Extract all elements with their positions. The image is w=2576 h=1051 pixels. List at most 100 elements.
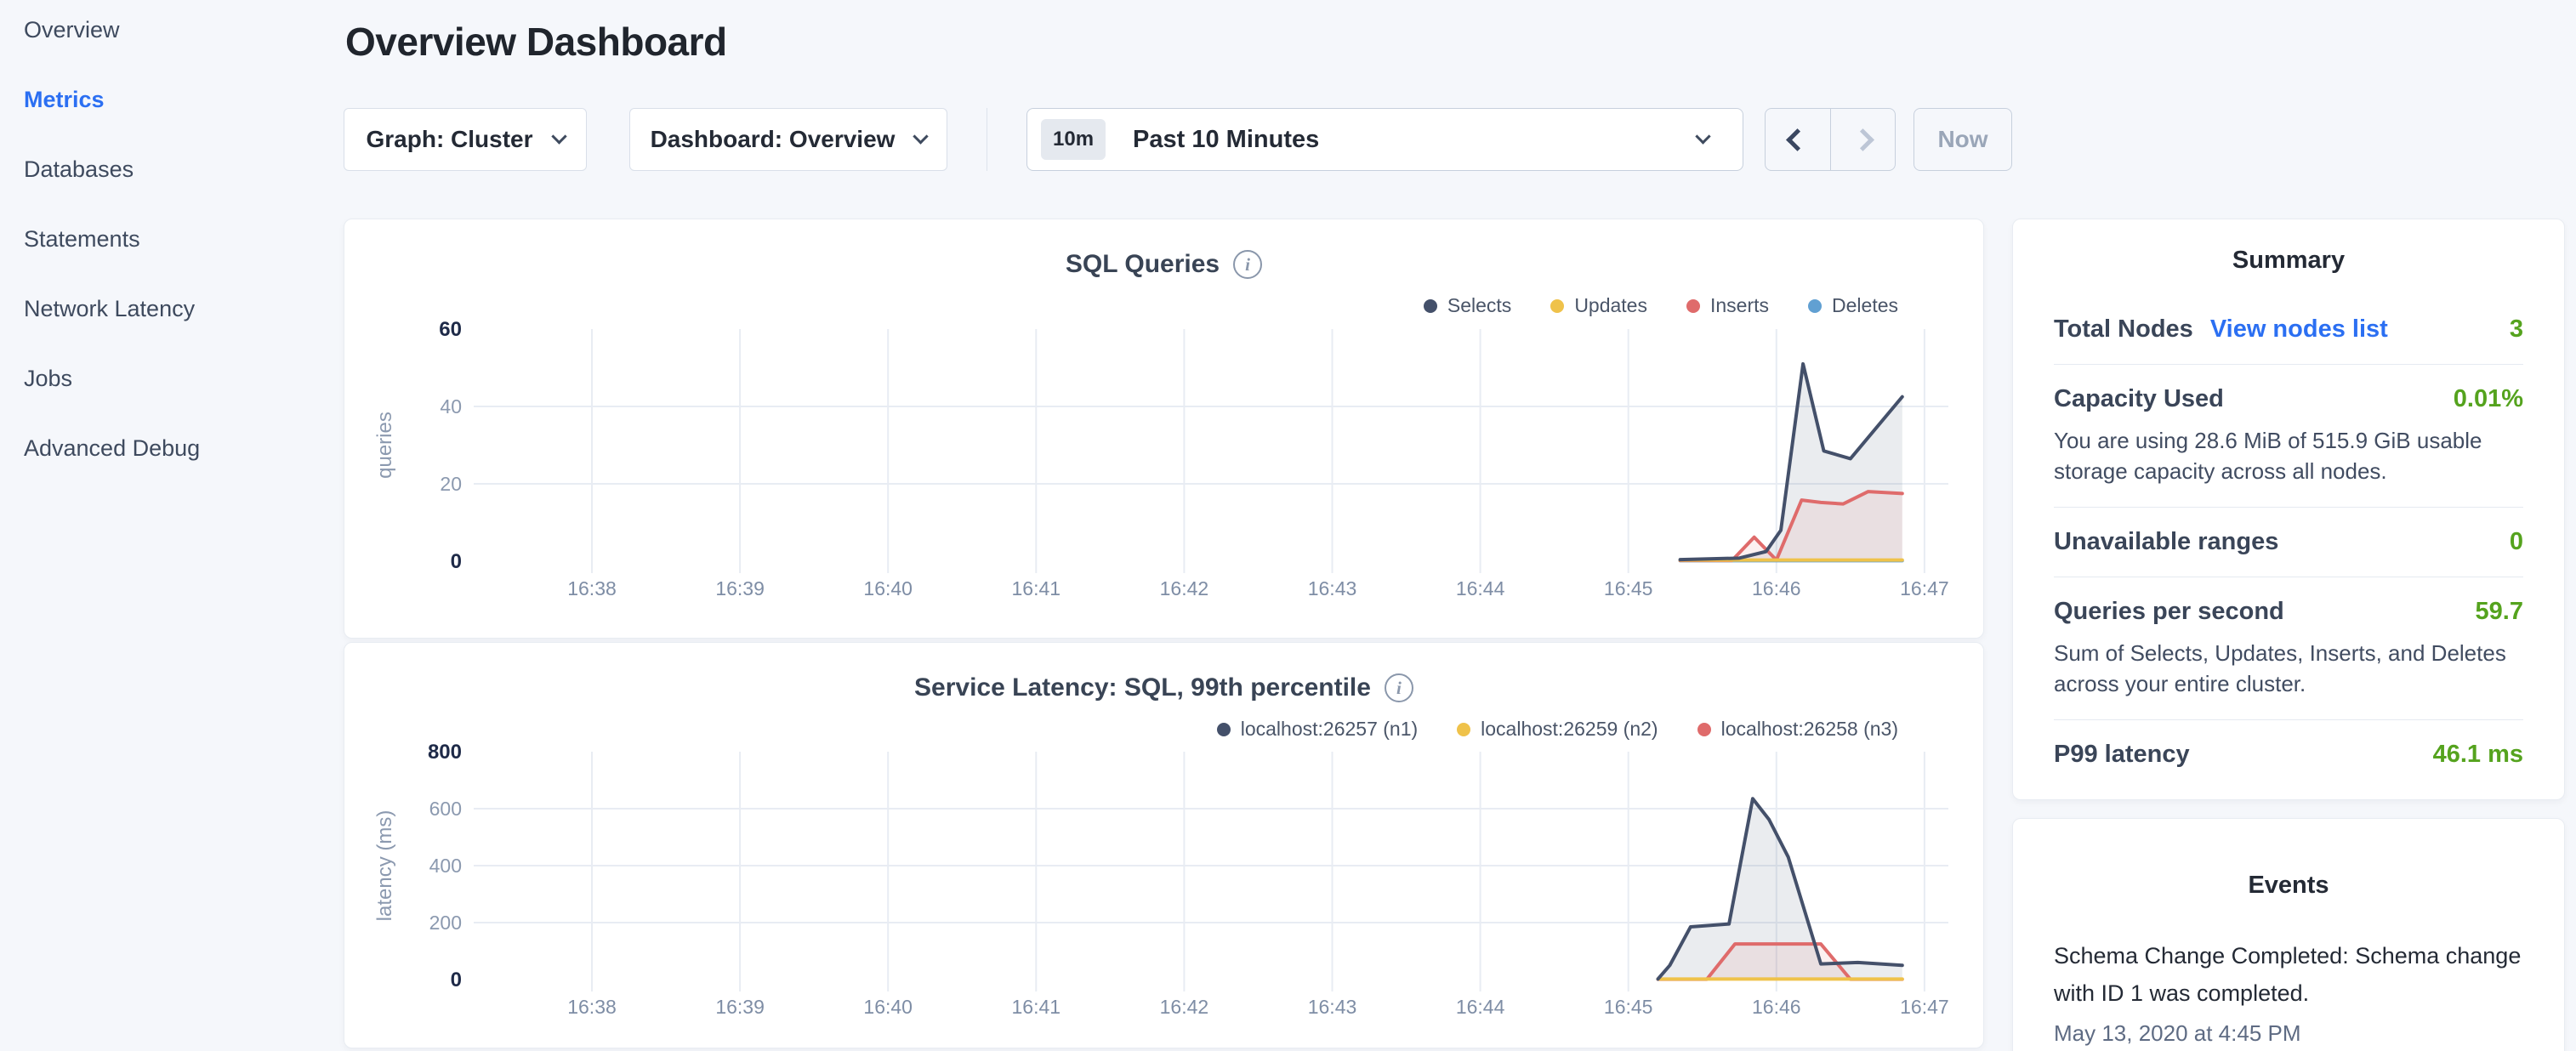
summary-row-description: Sum of Selects, Updates, Inserts, and De… [2054,640,2506,696]
time-range-selector[interactable]: 10m Past 10 Minutes [1026,108,1743,171]
legend-label: Deletes [1832,294,1898,316]
info-icon[interactable]: i [1384,673,1413,702]
summary-row-label: Queries per second [2054,598,2284,625]
summary-rows: Total Nodes View nodes list 3 Capacity U… [2054,295,2523,789]
svg-text:16:44: 16:44 [1456,577,1505,599]
sql-queries-chart-canvas: 16:38 16:39 16:40 16:41 16:42 16:43 16:44 16:45… [373,318,1949,599]
svg-text:16:39: 16:39 [715,577,765,599]
legend-item-n2[interactable]: localhost:26259 (n2) [1457,718,1658,741]
time-range-badge: 10m [1041,119,1106,160]
svg-text:0: 0 [451,969,462,991]
svg-text:16:38: 16:38 [567,996,617,1018]
chevron-down-icon [550,128,567,145]
svg-text:queries: queries [373,412,396,479]
svg-text:16:40: 16:40 [863,577,913,599]
legend-dot [1697,722,1711,736]
svg-text:0: 0 [451,550,462,573]
service-latency-chart-canvas: 16:38 16:39 16:40 16:41 16:42 16:43 16:44 16:45… [373,741,1949,1018]
event-list-item[interactable]: Schema Change Completed: Schema change w… [2054,937,2523,1047]
graph-scope-dropdown[interactable]: Graph: Cluster [344,108,587,171]
svg-text:16:46: 16:46 [1752,996,1801,1018]
svg-text:16:47: 16:47 [1900,577,1949,599]
time-range-label: Past 10 Minutes [1133,125,1320,153]
legend-item-selects[interactable]: Selects [1423,294,1512,317]
sidebar-item-network-latency[interactable]: Network Latency [24,296,196,321]
summary-row-value: 59.7 [2475,598,2523,625]
legend-label: Selects [1447,294,1512,316]
graph-scope-label: Graph: Cluster [366,126,533,152]
sidebar-item-advanced-debug[interactable]: Advanced Debug [24,435,201,461]
svg-text:16:44: 16:44 [1456,996,1505,1018]
legend-item-deletes[interactable]: Deletes [1808,294,1898,317]
svg-text:16:43: 16:43 [1308,577,1357,599]
summary-row-label: Unavailable ranges [2054,528,2279,555]
summary-row-queries-per-second: Queries per second 59.7 Sum of Selects, … [2054,577,2523,720]
svg-text:16:42: 16:42 [1160,577,1209,599]
info-icon[interactable]: i [1233,250,1263,279]
svg-text:200: 200 [429,912,462,934]
legend-item-inserts[interactable]: Inserts [1686,294,1769,317]
legend-dot [1550,298,1565,313]
svg-text:16:40: 16:40 [863,996,913,1018]
summary-row-value: 3 [2509,315,2523,343]
legend-dot [1216,722,1231,736]
dashboard-dropdown[interactable]: Dashboard: Overview [629,108,947,171]
time-step-back-button[interactable] [1766,109,1831,170]
now-button[interactable]: Now [1914,108,2012,171]
svg-text:40: 40 [440,395,462,418]
sidebar-item-statements[interactable]: Statements [24,226,140,252]
legend-dot [1686,298,1700,313]
sidebar-item-databases[interactable]: Databases [24,156,134,182]
summary-row-value: 0 [2509,528,2523,555]
summary-row-capacity-used: Capacity Used 0.01% You are using 28.6 M… [2054,365,2523,508]
legend-item-n3[interactable]: localhost:26258 (n3) [1697,718,1898,741]
svg-text:400: 400 [429,855,462,877]
chart-title: Service Latency: SQL, 99th percentile [914,673,1371,702]
chart-title: SQL Queries [1065,250,1220,278]
summary-row-p99-latency: P99 latency 46.1 ms [2054,720,2523,789]
sidebar-item-jobs[interactable]: Jobs [24,366,73,391]
svg-text:20: 20 [440,473,462,495]
svg-text:16:39: 16:39 [715,996,765,1018]
legend-label: localhost:26257 (n1) [1240,718,1419,740]
svg-text:16:41: 16:41 [1012,577,1061,599]
view-nodes-list-link[interactable]: View nodes list [2209,315,2388,343]
summary-row-unavailable-ranges: Unavailable ranges 0 [2054,508,2523,577]
legend-item-n1[interactable]: localhost:26257 (n1) [1216,718,1419,741]
chevron-left-icon [1786,128,1810,151]
summary-title: Summary [2232,247,2346,274]
legend-item-updates[interactable]: Updates [1550,294,1647,317]
event-timestamp: May 13, 2020 at 4:45 PM [2054,1020,2301,1046]
legend-dot [1423,298,1437,313]
event-text: Schema Change Completed: Schema change w… [2054,943,2522,1006]
chevron-down-icon [1695,128,1711,145]
svg-text:latency (ms): latency (ms) [373,810,396,922]
svg-text:600: 600 [429,798,462,820]
sidebar-nav: Overview Metrics Databases Statements Ne… [0,0,344,464]
time-step-forward-button[interactable] [1831,109,1896,170]
legend-dot [1808,298,1823,313]
sidebar-item-metrics[interactable]: Metrics [24,87,105,112]
events-panel: Events Schema Change Completed: Schema c… [2012,818,2565,1051]
summary-row-total-nodes: Total Nodes View nodes list 3 [2054,295,2523,365]
summary-row-label: P99 latency [2054,741,2190,768]
sidebar-item-overview[interactable]: Overview [24,17,120,43]
page-title: Overview Dashboard [345,20,727,64]
sidebar: Overview Metrics Databases Statements Ne… [0,0,344,1051]
svg-text:16:42: 16:42 [1160,996,1209,1018]
svg-text:16:41: 16:41 [1012,996,1061,1018]
legend-label: localhost:26259 (n2) [1481,718,1658,740]
events-title: Events [2248,872,2329,899]
chevron-down-icon [913,128,930,145]
svg-text:16:47: 16:47 [1900,996,1949,1018]
svg-text:60: 60 [439,318,462,341]
legend-dot [1457,722,1471,736]
legend-label: Updates [1574,294,1647,316]
chevron-right-icon [1851,128,1874,151]
summary-panel: Summary Total Nodes View nodes list 3 Ca… [2012,219,2565,800]
service-latency-panel: Service Latency: SQL, 99th percentile i … [344,642,1984,1048]
svg-text:800: 800 [428,741,462,764]
sql-queries-panel: SQL Queries i Selects Updates Inserts De… [344,219,1984,639]
chart-legend: localhost:26257 (n1) localhost:26259 (n2… [1216,718,1898,741]
